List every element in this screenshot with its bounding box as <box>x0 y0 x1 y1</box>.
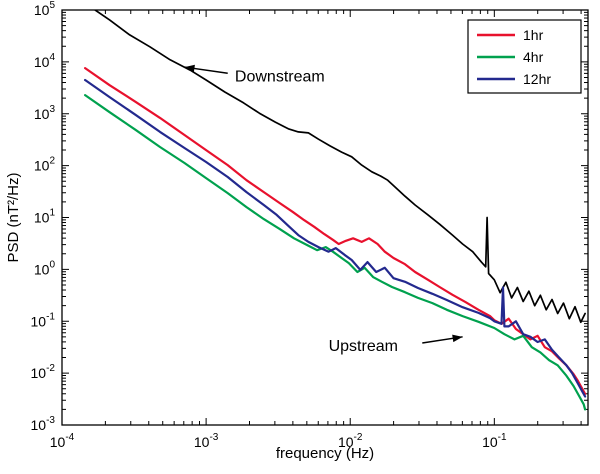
series-line-4hr <box>83 93 587 411</box>
legend-label-1hr: 1hr <box>523 27 544 43</box>
y-tick-label: 10-1 <box>31 311 56 329</box>
y-tick-label: 103 <box>34 104 56 122</box>
y-axis-label: PSD (nT²/Hz) <box>5 172 22 262</box>
series-group <box>83 10 587 411</box>
legend-label-4hr: 4hr <box>523 49 544 65</box>
annotation-upstream: Upstream <box>329 338 398 355</box>
y-tick-label: 104 <box>34 52 56 70</box>
x-tick-label: 10-3 <box>194 432 219 450</box>
y-tick-label: 10-3 <box>31 415 56 433</box>
y-tick-label: 105 <box>34 0 56 18</box>
annotation-downstream: Downstream <box>235 69 325 86</box>
x-tick-label: 10-1 <box>482 432 507 450</box>
series-line-downstream <box>94 10 586 324</box>
y-tick-label: 101 <box>34 208 56 226</box>
annotation-arrowhead-upstream <box>452 334 463 343</box>
legend-label-12hr: 12hr <box>523 71 551 87</box>
series-line-12hr <box>83 78 587 398</box>
y-tick-label: 100 <box>34 259 56 277</box>
annotation-arrowhead-downstream <box>184 64 195 73</box>
y-tick-label: 102 <box>34 156 56 174</box>
x-tick-label: 10-4 <box>50 432 75 450</box>
x-axis-label: frequency (Hz) <box>276 445 374 462</box>
y-tick-label: 10-2 <box>31 363 56 381</box>
